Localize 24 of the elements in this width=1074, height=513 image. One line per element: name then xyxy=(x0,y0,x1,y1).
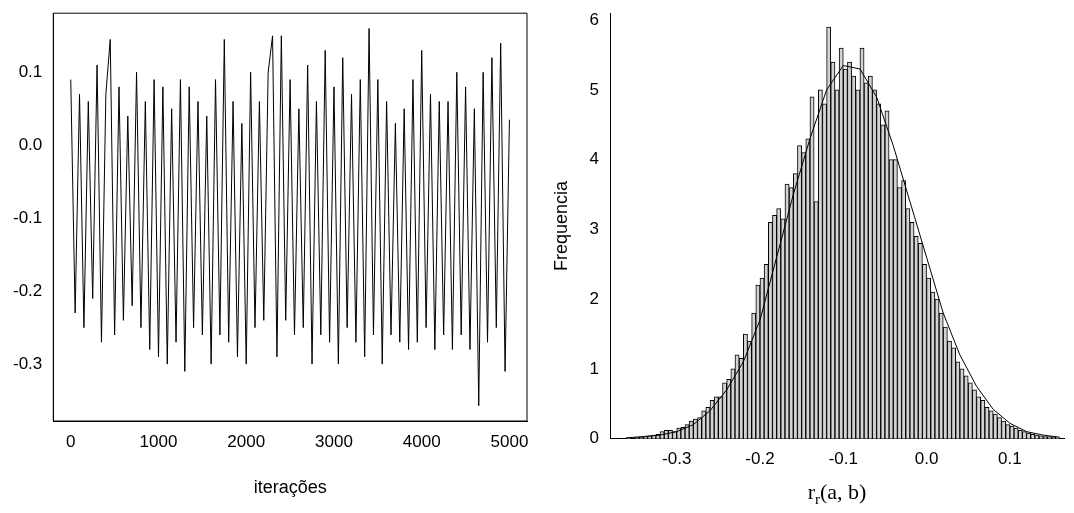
y-tick-label: 6 xyxy=(589,9,600,29)
x-tick-label: 3000 xyxy=(315,431,353,451)
y-tick-label: 3 xyxy=(589,219,600,239)
x-axis-title: iterações xyxy=(253,477,327,498)
y-tick-label: 0.1 xyxy=(18,61,43,81)
y-tick-label: 4 xyxy=(589,149,600,169)
x-tick-label: 0 xyxy=(66,431,76,451)
y-tick-label: -0.3 xyxy=(13,353,43,373)
x-tick-label: -0.2 xyxy=(745,449,775,469)
y-tick-label: -0.1 xyxy=(13,207,43,227)
x-tick-label: 0.0 xyxy=(914,449,939,469)
y-axis-title: Frequencia xyxy=(550,179,571,271)
x-tick-label: 4000 xyxy=(402,431,441,451)
y-tick-label: 5 xyxy=(589,79,600,99)
x-tick-label: 2000 xyxy=(227,431,266,451)
y-tick-label: 0.0 xyxy=(18,134,43,154)
x-tick-label: 0.1 xyxy=(998,449,1022,469)
x-tick-label: -0.3 xyxy=(662,449,692,469)
y-tick-label: -0.2 xyxy=(13,280,43,300)
x-tick-label: -0.1 xyxy=(828,449,858,469)
x-tick-label: 5000 xyxy=(490,431,529,451)
y-tick-label: 2 xyxy=(589,288,600,308)
x-tick-label: 1000 xyxy=(139,431,178,451)
y-tick-label: 1 xyxy=(589,358,600,378)
